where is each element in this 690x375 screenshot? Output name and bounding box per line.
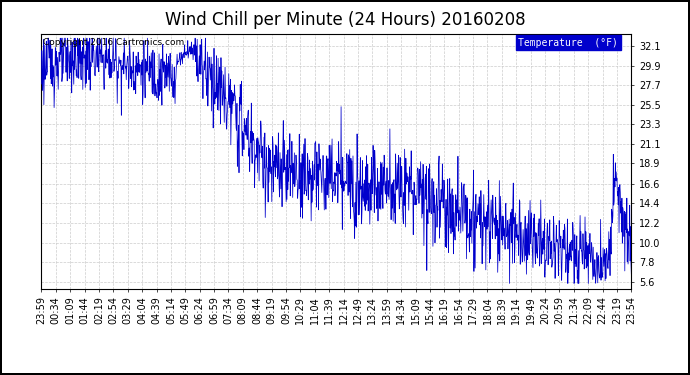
- Text: Temperature  (°F): Temperature (°F): [518, 38, 618, 48]
- Text: Copyright 2016 Cartronics.com: Copyright 2016 Cartronics.com: [43, 38, 184, 46]
- Text: Wind Chill per Minute (24 Hours) 20160208: Wind Chill per Minute (24 Hours) 2016020…: [165, 11, 525, 29]
